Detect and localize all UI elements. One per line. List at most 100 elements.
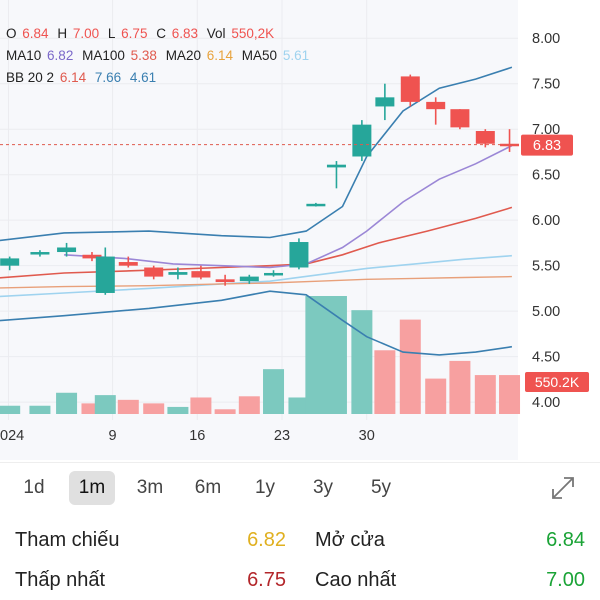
legend-ma100-value: 5.38: [130, 48, 157, 63]
y-tick-label: 5.50: [532, 259, 560, 275]
candle-body: [426, 101, 446, 110]
range-1d-button[interactable]: 1d: [23, 477, 45, 498]
volume-bar: [325, 296, 347, 414]
y-tick-label: 4.50: [532, 350, 560, 366]
high-value: 7.00: [546, 569, 585, 591]
ma-legend: MA10 6.82 MA100 5.38 MA20 6.14 MA50 5.61: [6, 48, 314, 63]
low-label: Thấp nhất: [15, 569, 106, 591]
x-tick-label: 9: [109, 428, 117, 444]
candle-body: [500, 143, 520, 147]
x-tick-label: 024: [0, 428, 24, 444]
legend-bb-mid-value: 6.14: [59, 70, 87, 85]
volume-bar: [425, 378, 447, 414]
candle-body: [450, 109, 470, 128]
reference-value: 6.82: [247, 529, 286, 551]
candle-body: [118, 262, 138, 266]
x-tick-label: 23: [274, 428, 290, 444]
open-value: 6.84: [546, 529, 585, 551]
volume-bar: [143, 403, 165, 414]
candle-body: [306, 203, 326, 207]
legend-vol-value: 550,2K: [231, 26, 275, 41]
volume-bar: [238, 396, 260, 414]
last-volume-badge: [525, 372, 589, 392]
candle-body: [168, 272, 188, 275]
bb-lower-line: [0, 290, 513, 356]
candle-body: [144, 267, 164, 277]
candle-body: [191, 271, 211, 278]
legend-vol-label: Vol: [206, 26, 226, 41]
legend-close-label: C: [156, 26, 166, 41]
volume-bar: [351, 310, 373, 414]
legend-low-value: 6.75: [121, 26, 148, 41]
volume-bar: [474, 375, 496, 414]
legend-ma100-label: MA100: [82, 48, 125, 63]
range-1y-button[interactable]: 1y: [254, 477, 276, 498]
x-tick-label: 16: [189, 428, 205, 444]
volume-bar: [305, 296, 327, 414]
candle-body: [82, 254, 102, 259]
legend-high-label: H: [57, 26, 68, 41]
legend-open-label: O: [6, 26, 17, 41]
legend-ma10-label: MA10: [6, 48, 42, 63]
legend-ma10-value: 6.82: [47, 48, 74, 63]
ma10-line: [64, 144, 513, 269]
last-price-badge: [521, 134, 573, 156]
range-3m-button[interactable]: 3m: [136, 477, 164, 498]
last-price-label: 6.83: [533, 138, 561, 154]
candle-body: [95, 256, 115, 293]
volume-bar: [167, 406, 189, 414]
y-tick-label: 7.50: [532, 77, 560, 93]
legend-high-value: 7.00: [72, 26, 100, 41]
candle-body: [30, 252, 50, 255]
y-tick-label: 5.00: [532, 304, 560, 320]
ohlc-legend: O 6.84 H 7.00 L 6.75 C 6.83 Vol 550,2K: [6, 26, 279, 41]
y-tick-label: 6.00: [532, 213, 560, 229]
y-tick-label: 4.00: [532, 395, 560, 411]
low-value: 6.75: [247, 569, 286, 591]
bb-upper-line: [0, 66, 513, 242]
volume-bar: [499, 375, 521, 414]
bb-legend: BB 20 2 6.14 7.66 4.61: [6, 70, 161, 85]
range-3y-button[interactable]: 3y: [312, 477, 334, 498]
volume-bar: [81, 403, 103, 414]
volume-bar: [449, 360, 471, 414]
candle-body: [239, 276, 259, 282]
range-6m-button[interactable]: 6m: [194, 477, 222, 498]
volume-bar: [214, 409, 236, 414]
volume-bar: [29, 405, 51, 414]
volume-bar: [190, 397, 212, 414]
candle-body: [326, 164, 346, 168]
candle-body: [215, 279, 235, 283]
candle-body: [0, 258, 20, 266]
candle-body: [375, 97, 395, 107]
reference-label: Tham chiếu: [15, 529, 120, 551]
volume-bar: [288, 397, 310, 414]
volume-bar: [0, 405, 21, 414]
range-1m-button[interactable]: 1m: [69, 471, 115, 505]
price-chart[interactable]: 4.00 4.50 5.00 5.50 6.00 6.50 7.00 7.50 8.00 6.83…: [0, 0, 600, 460]
volume-bar: [399, 319, 421, 414]
volume-bar: [374, 350, 396, 414]
candle-body: [57, 247, 77, 253]
expand-icon[interactable]: [550, 475, 576, 501]
volume-bar: [263, 369, 285, 414]
legend-bb-label: BB 20 2: [6, 70, 55, 85]
legend-low-label: L: [107, 26, 116, 41]
legend-ma50-label: MA50: [241, 48, 278, 63]
last-volume-label: 550.2K: [535, 374, 580, 390]
candle-body: [289, 242, 309, 268]
volume-bar: [94, 395, 116, 414]
range-5y-button[interactable]: 5y: [370, 477, 392, 498]
range-selector: 1d 1m 3m 6m 1y 3y 5y: [0, 462, 600, 509]
legend-bb-upper-value: 7.66: [94, 70, 122, 85]
legend-ma20-label: MA20: [165, 48, 201, 63]
high-label: Cao nhất: [315, 569, 397, 591]
volume-bar: [117, 399, 139, 414]
volume-bar: [56, 392, 78, 414]
candle-body: [475, 131, 495, 144]
x-tick-label: 30: [359, 428, 375, 444]
legend-close-value: 6.83: [171, 26, 199, 41]
legend-ma20-value: 6.14: [206, 48, 234, 63]
open-label: Mở cửa: [315, 529, 385, 551]
y-tick-label: 7.00: [532, 122, 560, 138]
